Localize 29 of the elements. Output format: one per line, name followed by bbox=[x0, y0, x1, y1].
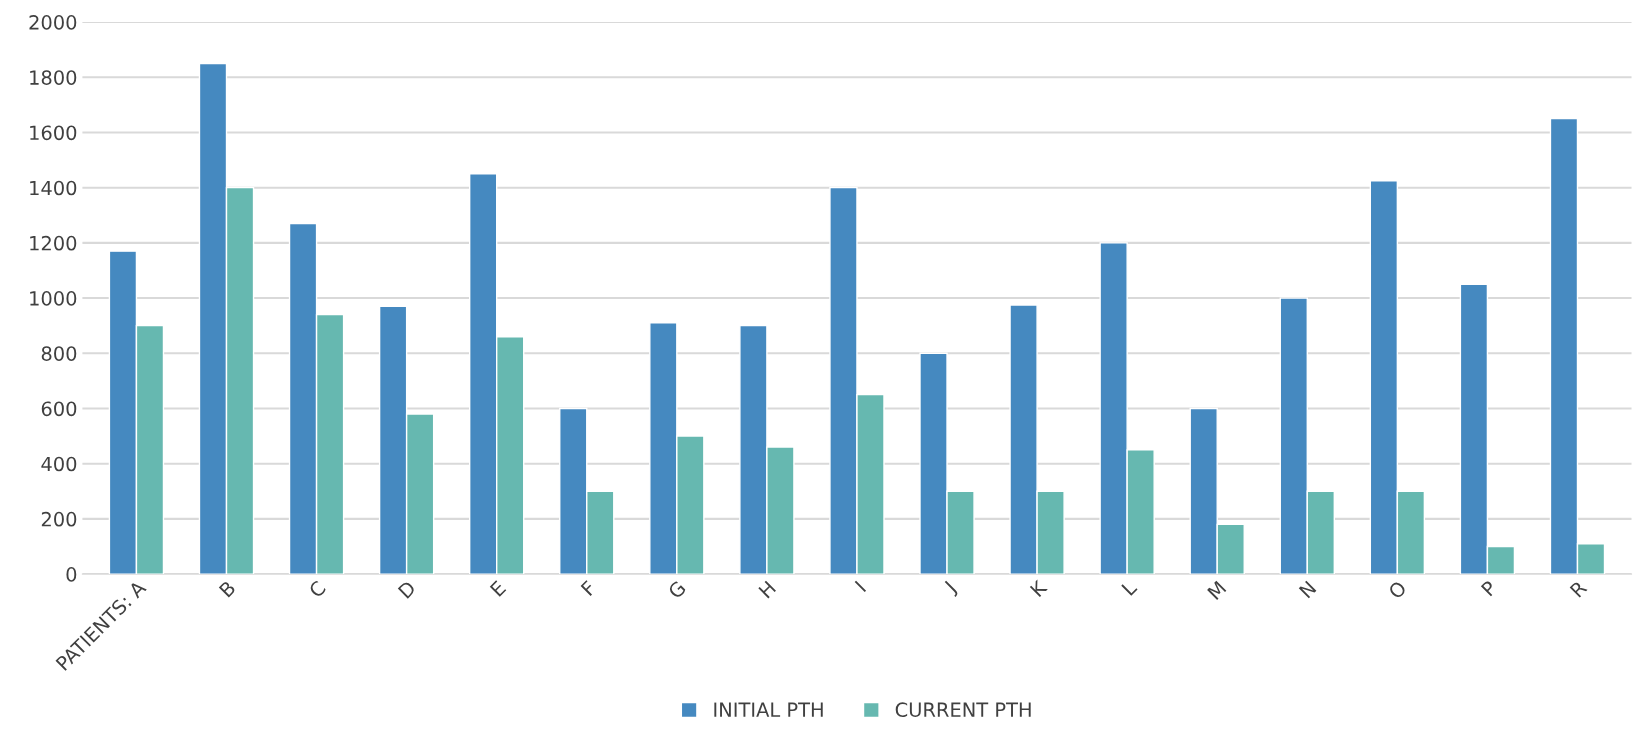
y-tick-label: 1800 bbox=[30, 70, 77, 85]
x-tick-label: P bbox=[1480, 579, 1498, 597]
x-tick-label: B bbox=[218, 580, 236, 598]
x-tick-label: N bbox=[1298, 580, 1317, 599]
x-tick-label: I bbox=[854, 580, 867, 593]
y-tick-label: 800 bbox=[41, 346, 77, 361]
x-tick-label: F bbox=[580, 580, 597, 596]
y-tick-label: 1200 bbox=[30, 235, 77, 251]
legend-label: CURRENT PTH bbox=[895, 702, 1031, 718]
y-tick-label: 200 bbox=[41, 511, 77, 527]
y-tick-label: 0 bbox=[66, 567, 77, 582]
x-tick-label: M bbox=[1207, 580, 1227, 600]
y-tick-label: 600 bbox=[41, 401, 77, 417]
x-tick-label: E bbox=[489, 580, 507, 597]
legend-label: INITIAL PTH bbox=[714, 702, 823, 717]
x-tick-label: C bbox=[307, 579, 327, 599]
y-tick-label: 400 bbox=[41, 456, 77, 472]
x-tick-label: L bbox=[1121, 579, 1138, 596]
x-tick-label: H bbox=[758, 580, 776, 599]
y-tick-label: 2000 bbox=[29, 15, 77, 30]
x-tick-label: J bbox=[942, 580, 959, 597]
y-tick-label: 1600 bbox=[30, 125, 77, 141]
x-tick-label: O bbox=[1387, 579, 1408, 600]
y-tick-label: 1000 bbox=[30, 291, 77, 306]
y-tick-label: 1400 bbox=[30, 180, 77, 196]
x-tick-label: K bbox=[1029, 579, 1048, 598]
x-tick-label: D bbox=[397, 580, 417, 599]
x-tick-label: G bbox=[667, 580, 687, 600]
x-tick-label: R bbox=[1569, 579, 1588, 598]
